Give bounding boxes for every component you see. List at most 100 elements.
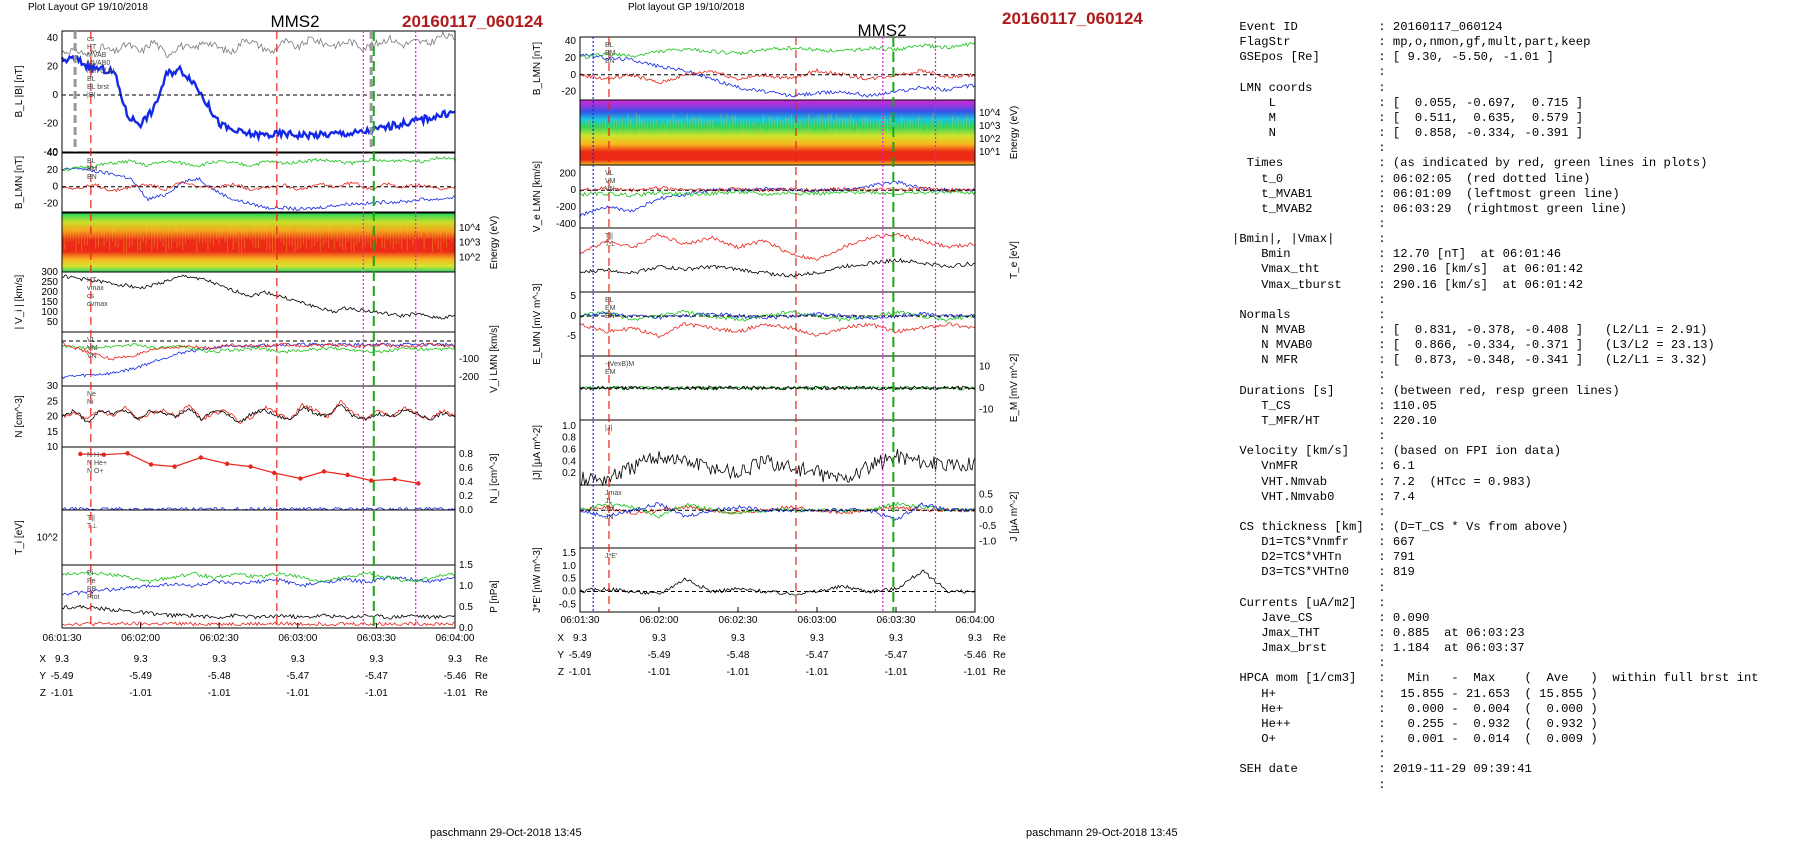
position-value: 9.3 — [134, 654, 148, 665]
y-tick-label: -20 — [44, 119, 59, 130]
summary-row: M : [ 0.511, 0.635, 0.579 ] — [1232, 110, 1584, 126]
summary-key: FlagStr — [1232, 35, 1379, 50]
y-tick-label: 0.8 — [562, 433, 576, 444]
series-vl — [579, 180, 976, 218]
right-panel-9 — [579, 547, 976, 613]
summary-value: : — [1378, 232, 1386, 247]
panel-frame — [61, 385, 456, 448]
right-panel-2 — [579, 99, 976, 166]
position-row-label: X — [39, 654, 46, 665]
y-tick-label: 0.0 — [979, 505, 993, 516]
legend-entry: T|| — [87, 515, 95, 522]
summary-key: M — [1232, 110, 1379, 125]
y-axis-label: Energy (eV) — [489, 216, 500, 269]
right-figure — [579, 36, 976, 613]
summary-key: CS thickness [km] — [1232, 519, 1379, 534]
summary-key: LMN coords — [1232, 80, 1379, 95]
legend-entry: N He+ — [87, 460, 107, 467]
left-footer: paschmann 29-Oct-2018 13:45 — [430, 827, 582, 839]
position-row-label: Y — [557, 650, 564, 661]
panel-frame — [579, 419, 976, 486]
position-value: 9.3 — [731, 633, 745, 644]
legend-entry: BN — [87, 174, 97, 181]
x-tick-label: 06:02:30 — [200, 633, 239, 644]
y-tick-label: -40 — [44, 147, 59, 158]
y-tick-label: 1.5 — [562, 548, 576, 559]
position-value: -1.01 — [648, 667, 671, 678]
position-value: -1.01 — [444, 688, 467, 699]
summary-value: : (D=T_CS * Vs from above) — [1378, 519, 1569, 534]
position-value: -1.01 — [365, 688, 388, 699]
spectrogram-image — [580, 100, 975, 165]
y-tick-label: 40 — [565, 36, 577, 47]
y-axis-label: B_L |B| [nT] — [14, 65, 25, 117]
y-axis-label: B_LMN [nT] — [14, 156, 25, 210]
summary-key: H+ — [1232, 686, 1379, 701]
y-tick-label: 20 — [47, 412, 59, 423]
y-axis-label: B_LMN [nT] — [532, 42, 543, 96]
y-tick-label: 0 — [979, 383, 985, 394]
y-tick-label: 0.4 — [459, 477, 473, 488]
panel-frame — [579, 164, 976, 229]
y-tick-label: 40 — [47, 148, 59, 159]
summary-row: N MVAB : [ 0.831, -0.378, -0.408 ] (L2/L… — [1232, 323, 1707, 338]
y-tick-label: 250 — [41, 277, 58, 288]
series-ni — [61, 404, 456, 423]
data-point — [272, 470, 277, 476]
panel-frame — [61, 564, 456, 629]
summary-value: : 2019-11-29 09:39:41 — [1378, 762, 1532, 777]
summary-value: : 667 — [1378, 535, 1415, 550]
summary-key — [1232, 505, 1378, 519]
series-bl — [579, 53, 976, 98]
summary-key — [1232, 65, 1378, 79]
summary-value: : [ 0.831, -0.378, -0.408 ] (L2/L1 = 2.9… — [1378, 323, 1708, 337]
y-tick-label: 300 — [41, 267, 58, 278]
summary-row: N MFR : [ 0.873, -0.348, -0.341 ] (L2/L1… — [1232, 353, 1707, 368]
right-layout-header: Plot layout GP 19/10/2018 — [628, 2, 745, 13]
y-tick-label: 15 — [47, 427, 59, 438]
legend-entry: VM — [87, 345, 98, 352]
summary-value: : 06:01:09 (leftmost green line) — [1378, 186, 1620, 201]
summary-value: : — [1378, 65, 1386, 80]
series-t- — [579, 257, 976, 278]
legend-entry: Pe — [87, 578, 96, 585]
legend-entry: J*E' — [605, 553, 617, 560]
y-tick-label: 0.6 — [562, 445, 576, 456]
summary-key: D3=TCS*VHTn0 — [1232, 565, 1379, 580]
data-point — [172, 464, 177, 469]
summary-row: t_MVAB1 : 06:01:09 (leftmost green line) — [1232, 186, 1620, 202]
summary-key: Jmax_brst — [1232, 641, 1379, 656]
legend-entry: Ne — [87, 391, 96, 398]
y-tick-label: -0.5 — [559, 599, 577, 610]
legend-entry: VN — [605, 186, 615, 193]
summary-value: : 7.4 — [1378, 489, 1415, 504]
summary-key: t_MVAB2 — [1232, 201, 1379, 216]
summary-value: : 220.10 — [1378, 413, 1437, 428]
data-point — [368, 478, 374, 483]
summary-value: : 15.855 - 21.653 ( 15.855 ) — [1378, 686, 1598, 701]
y-tick-label: -5 — [567, 331, 576, 342]
legend-entry: T|| — [605, 233, 613, 240]
series-bl — [60, 54, 455, 143]
summary-key: D1=TCS*Vnmfr — [1232, 535, 1379, 550]
x-tick-label: 06:03:30 — [877, 615, 916, 626]
y-tick-label: 10^2 — [459, 252, 481, 263]
summary-key: T_MFR/HT — [1232, 413, 1379, 428]
y-tick-label: -400 — [556, 219, 576, 230]
summary-value: : 791 — [1378, 550, 1415, 565]
summary-value: : (between red, resp green lines) — [1378, 383, 1620, 398]
summary-row: VHT.Nmvab : 7.2 (HTcc = 0.983) — [1232, 475, 1532, 490]
legend-entry: BN — [605, 58, 615, 65]
y-tick-label: 100 — [41, 307, 58, 318]
summary-row: t_0 : 06:02:05 (red dotted line) — [1232, 172, 1590, 187]
summary-row: H+ : 15.855 - 21.653 ( 15.855 ) — [1232, 686, 1598, 702]
panel-frame — [61, 152, 456, 213]
summary-key — [1232, 778, 1378, 792]
series-ne — [61, 400, 456, 424]
position-unit: Re — [993, 633, 1006, 644]
legend-entry: N H+ — [87, 452, 103, 459]
position-value: -1.01 — [129, 688, 152, 699]
summary-row: FlagStr : mp,o,nmon,gf,mult,part,keep — [1232, 35, 1590, 50]
summary-value: : — [1378, 80, 1386, 95]
